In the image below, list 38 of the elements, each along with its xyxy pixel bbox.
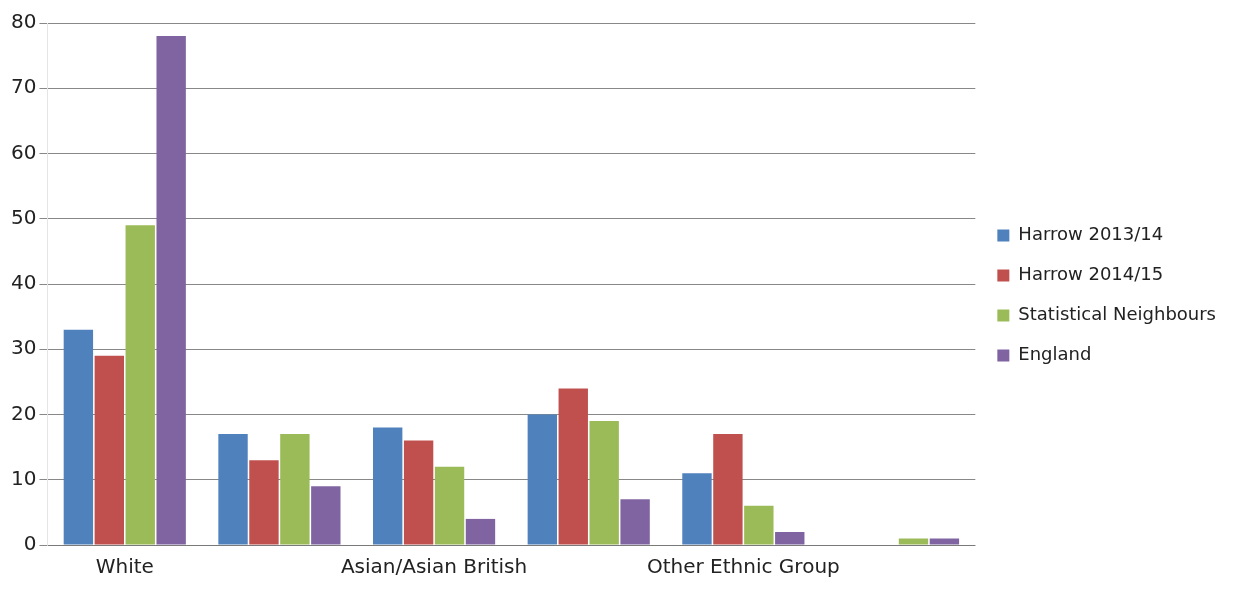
legend-label: England: [1018, 343, 1092, 365]
bar: [744, 505, 774, 545]
y-tick-label: 80: [11, 9, 37, 34]
bar: [713, 434, 743, 545]
bar: [434, 466, 465, 545]
bar: [589, 421, 619, 545]
legend-label: Harrow 2013/14: [1018, 223, 1164, 245]
legend-label: Harrow 2014/15: [1018, 263, 1164, 285]
bar: [898, 538, 929, 545]
y-tick-label: 0: [23, 531, 37, 556]
bar: [311, 486, 341, 545]
bar: [465, 518, 496, 545]
legend-label: Statistical Neighbours: [1018, 303, 1217, 325]
bar: [249, 460, 279, 545]
bar: [929, 538, 960, 545]
bar: [682, 473, 712, 545]
bar: [280, 434, 310, 545]
bar: [156, 36, 186, 545]
y-tick-label: 10: [11, 465, 37, 490]
y-tick-label: 20: [11, 400, 37, 425]
y-tick-label: 40: [11, 270, 37, 295]
x-tick-label: Asian/Asian British: [340, 554, 528, 579]
bar: [218, 434, 248, 545]
x-tick-label: Other Ethnic Group: [646, 554, 840, 579]
bar: [775, 531, 805, 545]
bar: [403, 440, 434, 545]
bar: [94, 355, 124, 545]
bar: [63, 329, 94, 545]
x-tick-label: White: [95, 554, 154, 579]
bar: [125, 225, 155, 545]
bar: [527, 414, 558, 545]
y-tick-label: 70: [11, 74, 37, 99]
bar: [372, 427, 403, 545]
bar: [558, 388, 588, 545]
y-tick-label: 50: [11, 204, 37, 229]
y-tick-label: 30: [11, 335, 37, 360]
bar: [620, 499, 650, 545]
y-tick-label: 60: [11, 139, 37, 164]
